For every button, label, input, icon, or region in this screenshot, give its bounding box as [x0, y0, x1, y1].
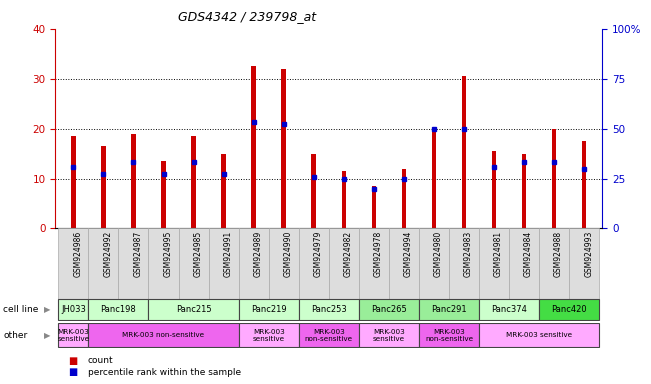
Text: GSM924993: GSM924993 [584, 231, 593, 277]
Bar [311, 154, 316, 228]
Text: MRK-003
sensitive: MRK-003 sensitive [57, 329, 89, 341]
Bar [329, 228, 359, 311]
Bar [569, 228, 599, 311]
Text: ▶: ▶ [44, 305, 50, 314]
Text: percentile rank within the sample: percentile rank within the sample [88, 368, 241, 377]
Text: other: other [3, 331, 27, 339]
Bar [299, 299, 359, 320]
Bar [359, 228, 389, 311]
Bar [191, 136, 196, 228]
Bar [89, 323, 239, 347]
Bar [479, 299, 539, 320]
Bar [101, 146, 105, 228]
Bar [419, 299, 479, 320]
Text: JH033: JH033 [61, 305, 86, 314]
Text: ■: ■ [68, 367, 77, 377]
Bar [359, 299, 419, 320]
Text: Panc420: Panc420 [551, 305, 587, 314]
Text: MRK-003
sensitive: MRK-003 sensitive [373, 329, 405, 341]
Bar [449, 228, 479, 311]
Bar [221, 154, 226, 228]
Bar [59, 299, 89, 320]
Bar [582, 141, 587, 228]
Text: GSM924982: GSM924982 [344, 231, 353, 277]
Bar [539, 228, 569, 311]
Bar [342, 171, 346, 228]
Bar [299, 323, 359, 347]
Text: GSM924985: GSM924985 [193, 231, 202, 277]
Bar [239, 299, 299, 320]
Bar [419, 323, 479, 347]
Text: GSM924992: GSM924992 [104, 231, 113, 277]
Text: GSM924989: GSM924989 [254, 231, 262, 277]
Bar [208, 228, 239, 311]
Bar [432, 129, 436, 228]
Text: GSM924981: GSM924981 [494, 231, 503, 277]
Text: Panc219: Panc219 [251, 305, 286, 314]
Bar [148, 228, 178, 311]
Text: ▶: ▶ [44, 331, 50, 339]
Text: GSM924995: GSM924995 [163, 231, 173, 277]
Text: MRK-003
non-sensitive: MRK-003 non-sensitive [425, 329, 473, 341]
Text: GSM924988: GSM924988 [554, 231, 563, 277]
Text: Panc265: Panc265 [371, 305, 407, 314]
Text: GSM924984: GSM924984 [524, 231, 533, 277]
Text: GSM924994: GSM924994 [404, 231, 413, 277]
Bar [372, 186, 376, 228]
Bar [419, 228, 449, 311]
Text: MRK-003
non-sensitive: MRK-003 non-sensitive [305, 329, 353, 341]
Bar [118, 228, 148, 311]
Bar [281, 69, 286, 228]
Text: Panc253: Panc253 [311, 305, 346, 314]
Text: GDS4342 / 239798_at: GDS4342 / 239798_at [178, 10, 316, 23]
Bar [462, 76, 466, 228]
Bar [359, 323, 419, 347]
Bar [479, 228, 509, 311]
Bar [178, 228, 208, 311]
Text: MRK-003 non-sensitive: MRK-003 non-sensitive [122, 332, 204, 338]
Bar [132, 134, 135, 228]
Bar [59, 323, 89, 347]
Bar [522, 154, 526, 228]
Bar [539, 299, 599, 320]
Text: Panc374: Panc374 [491, 305, 527, 314]
Bar [239, 228, 269, 311]
Text: MRK-003
sensitive: MRK-003 sensitive [253, 329, 284, 341]
Bar [161, 161, 166, 228]
Text: ■: ■ [68, 356, 77, 366]
Text: GSM924987: GSM924987 [133, 231, 143, 277]
Text: GSM924991: GSM924991 [223, 231, 232, 277]
Bar [59, 228, 89, 311]
Bar [479, 323, 599, 347]
Bar [89, 299, 148, 320]
Text: GSM924990: GSM924990 [284, 231, 293, 277]
Text: GSM924983: GSM924983 [464, 231, 473, 277]
Text: GSM924980: GSM924980 [434, 231, 443, 277]
Bar [492, 151, 496, 228]
Text: GSM924986: GSM924986 [74, 231, 83, 277]
Bar [389, 228, 419, 311]
Bar [509, 228, 539, 311]
Bar [402, 169, 406, 228]
Bar [269, 228, 299, 311]
Text: count: count [88, 356, 113, 366]
Text: MRK-003 sensitive: MRK-003 sensitive [506, 332, 572, 338]
Text: GSM924978: GSM924978 [374, 231, 383, 277]
Text: Panc291: Panc291 [431, 305, 467, 314]
Bar [71, 136, 76, 228]
Bar [299, 228, 329, 311]
Bar [148, 299, 239, 320]
Text: Panc198: Panc198 [100, 305, 136, 314]
Bar [552, 129, 557, 228]
Text: GSM924979: GSM924979 [314, 231, 323, 277]
Bar [251, 66, 256, 228]
Bar [239, 323, 299, 347]
Text: Panc215: Panc215 [176, 305, 212, 314]
Bar [89, 228, 118, 311]
Text: cell line: cell line [3, 305, 38, 314]
